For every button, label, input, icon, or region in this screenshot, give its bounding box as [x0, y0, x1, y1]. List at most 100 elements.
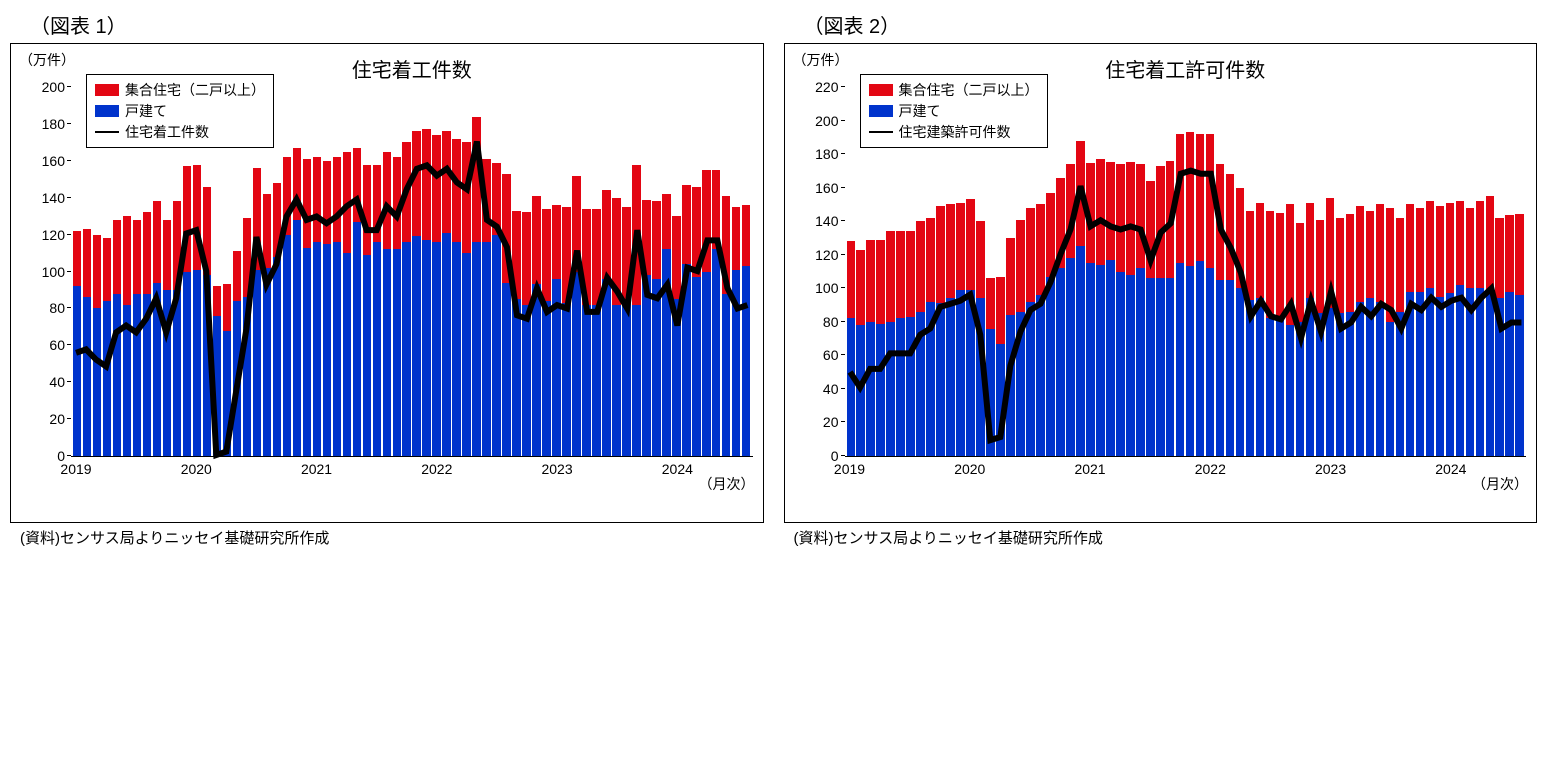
- bar-segment-multi: [1426, 201, 1434, 288]
- bar-column: [1456, 87, 1464, 456]
- bar-column: [482, 87, 490, 456]
- bar-segment-multi: [956, 203, 964, 290]
- legend-label-line: 住宅建築許可件数: [899, 122, 1011, 142]
- bar-column: [1086, 87, 1094, 456]
- x-tick-label: 2023: [541, 461, 572, 477]
- source-note-1: (資料)センサス局よりニッセイ基礎研究所作成: [20, 527, 764, 548]
- bar-column: [353, 87, 361, 456]
- bar-segment-single: [1046, 277, 1054, 456]
- bar-segment-single: [492, 235, 500, 456]
- bar-column: [1366, 87, 1374, 456]
- y-tick-label: 120: [795, 247, 839, 263]
- bar-segment-multi: [323, 161, 331, 244]
- bar-segment-multi: [722, 196, 730, 294]
- bar-segment-single: [926, 302, 934, 456]
- bar-segment-single: [412, 236, 420, 456]
- swatch-multi: [95, 84, 119, 96]
- bar-segment-single: [123, 305, 131, 456]
- x-tick-label: 2019: [60, 461, 91, 477]
- bar-segment-single: [1086, 263, 1094, 456]
- bar-segment-multi: [183, 166, 191, 271]
- bar-column: [1076, 87, 1084, 456]
- bar-column: [847, 87, 855, 456]
- bar-column: [1436, 87, 1444, 456]
- bar-column: [422, 87, 430, 456]
- bar-segment-single: [916, 312, 924, 456]
- bar-segment-single: [1286, 325, 1294, 456]
- bar-segment-single: [1416, 292, 1424, 456]
- bar-segment-multi: [1026, 208, 1034, 302]
- bar-segment-single: [682, 264, 690, 456]
- bar-segment-multi: [1306, 203, 1314, 299]
- bar-column: [1446, 87, 1454, 456]
- y-tick-label: 0: [21, 448, 65, 464]
- bar-segment-single: [333, 242, 341, 456]
- swatch-multi: [869, 84, 893, 96]
- bar-segment-multi: [582, 209, 590, 305]
- bar-segment-single: [1026, 302, 1034, 456]
- y-tick-label: 140: [21, 190, 65, 206]
- bar-segment-multi: [373, 165, 381, 242]
- bar-column: [1126, 87, 1134, 456]
- bar-segment-multi: [1366, 211, 1374, 298]
- bar-column: [1515, 87, 1523, 456]
- bar-column: [1096, 87, 1104, 456]
- bar-segment-multi: [1446, 203, 1454, 294]
- bar-segment-single: [1166, 278, 1174, 456]
- x-tick-label: 2021: [1074, 461, 1105, 477]
- bar-segment-single: [966, 290, 974, 456]
- bar-segment-single: [243, 297, 251, 456]
- bar-segment-single: [1006, 315, 1014, 456]
- bar-column: [1286, 87, 1294, 456]
- swatch-single: [95, 105, 119, 117]
- bar-segment-multi: [1126, 162, 1134, 274]
- bar-column: [1226, 87, 1234, 456]
- bar-segment-multi: [847, 241, 855, 318]
- bar-column: [1276, 87, 1284, 456]
- bar-segment-multi: [83, 229, 91, 297]
- bar-segment-single: [886, 322, 894, 456]
- bar-segment-single: [1216, 280, 1224, 456]
- bar-segment-single: [233, 301, 241, 456]
- bar-segment-single: [1336, 313, 1344, 456]
- bar-segment-single: [1256, 298, 1264, 456]
- bar-segment-single: [702, 272, 710, 457]
- y-tick-label: 160: [795, 180, 839, 196]
- bar-segment-multi: [442, 131, 450, 232]
- bar-segment-single: [572, 272, 580, 457]
- bar-segment-single: [193, 270, 201, 456]
- bar-segment-single: [976, 298, 984, 456]
- bar-column: [373, 87, 381, 456]
- bar-segment-single: [363, 255, 371, 456]
- bar-segment-multi: [333, 157, 341, 242]
- bar-segment-multi: [113, 220, 121, 294]
- bar-segment-multi: [243, 218, 251, 297]
- x-tick-label: 2024: [1435, 461, 1466, 477]
- y-tick-label: 20: [795, 414, 839, 430]
- bar-segment-multi: [1406, 204, 1414, 291]
- x-tick-label: 2020: [954, 461, 985, 477]
- bar-column: [522, 87, 530, 456]
- bar-segment-multi: [133, 220, 141, 294]
- x-tick-label: 2021: [301, 461, 332, 477]
- bar-segment-multi: [393, 157, 401, 249]
- bar-segment-multi: [926, 218, 934, 302]
- bar-column: [1196, 87, 1204, 456]
- bar-column: [692, 87, 700, 456]
- bar-segment-single: [1066, 258, 1074, 456]
- bar-segment-multi: [712, 170, 720, 249]
- legend-label-single: 戸建て: [899, 101, 941, 121]
- bar-segment-multi: [93, 235, 101, 309]
- bar-column: [1505, 87, 1513, 456]
- bar-segment-multi: [1476, 201, 1484, 288]
- bar-segment-multi: [1036, 204, 1044, 295]
- y-tick-label: 200: [21, 79, 65, 95]
- bar-segment-multi: [976, 221, 984, 298]
- legend-label-line: 住宅着工件数: [125, 122, 209, 142]
- bar-column: [682, 87, 690, 456]
- bar-segment-single: [552, 279, 560, 456]
- bar-segment-single: [502, 283, 510, 456]
- bar-segment-multi: [1006, 238, 1014, 315]
- bar-column: [343, 87, 351, 456]
- bar-segment-single: [1396, 312, 1404, 456]
